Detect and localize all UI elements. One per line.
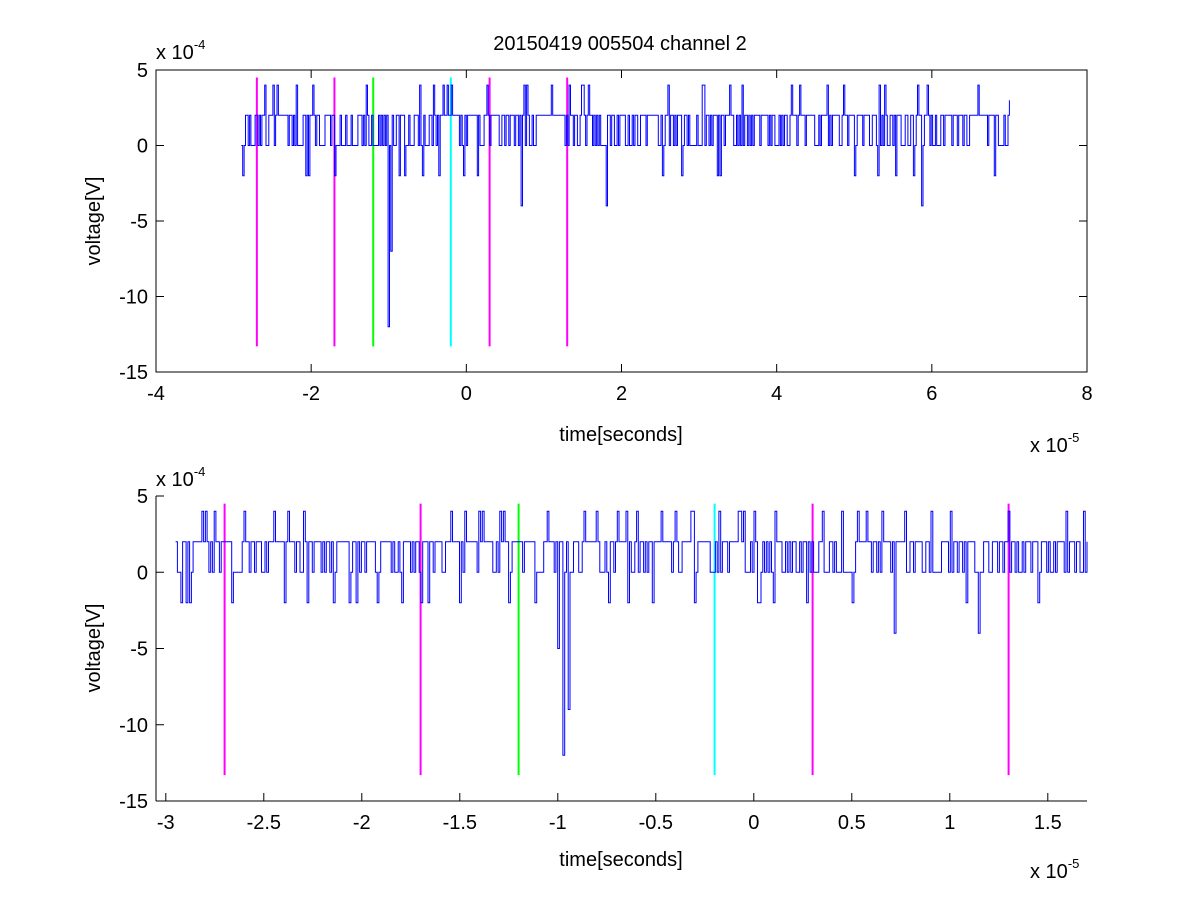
top-ytick-label: -15 (119, 362, 148, 384)
bottom-xtick-label: -2 (353, 812, 371, 834)
top-y-axis-label: voltage[V] (83, 177, 105, 266)
bottom-ytick-label: -15 (119, 791, 148, 813)
top-x-axis-label: time[seconds] (559, 424, 682, 446)
bottom-xtick-label: -2.5 (247, 812, 281, 834)
figure-title: 20150419 005504 channel 2 (493, 33, 747, 55)
bottom-xtick-label: 1.5 (1034, 812, 1062, 834)
top-plot-area (155, 69, 1088, 373)
top-xtick-label: 8 (1081, 383, 1092, 405)
bottom-xtick-label: 0.5 (838, 812, 866, 834)
bottom-xtick-label: 0 (748, 812, 759, 834)
top-xtick-label: 2 (616, 383, 627, 405)
top-xtick-label: 0 (461, 383, 472, 405)
top-ytick-label: 5 (137, 60, 148, 82)
bottom-marker-lines (223, 503, 1010, 776)
bottom-y-multiplier: x 10-4 (156, 464, 205, 491)
bottom-xtick-label: 1 (944, 812, 955, 834)
top-xtick-label: 4 (771, 383, 782, 405)
bottom-x-multiplier: x 10-5 (1030, 856, 1079, 883)
top-ytick-label: 0 (137, 136, 148, 158)
bottom-xtick-label: -0.5 (639, 812, 673, 834)
bottom-ytick-label: -5 (130, 639, 148, 661)
top-y-multiplier: x 10-4 (156, 37, 205, 64)
top-x-multiplier: x 10-5 (1030, 430, 1079, 457)
top-ytick-label: -10 (119, 287, 148, 309)
top-signal-trace (241, 84, 1010, 328)
top-ticks: -4 -2 0 2 4 6 8 -15 -10 -5 0 5 (119, 60, 1092, 405)
bottom-ytick-label: -10 (119, 715, 148, 737)
top-xtick-label: -2 (302, 383, 320, 405)
bottom-axes: -3 -2.5 -2 -1.5 -1 -0.5 0 0.5 1 1.5 -15 -10 -5 0 5 tim… (83, 464, 1088, 883)
bottom-signal-trace (175, 510, 1088, 756)
top-xtick-label: -4 (147, 383, 165, 405)
bottom-xtick-label: -1.5 (443, 812, 477, 834)
top-xtick-label: 6 (926, 383, 937, 405)
bottom-xtick-label: -1 (549, 812, 567, 834)
top-ytick-label: -5 (130, 211, 148, 233)
bottom-plot-area (156, 496, 1087, 801)
bottom-ticks: -3 -2.5 -2 -1.5 -1 -0.5 0 0.5 1 1.5 -15 -10 -5 0 5 (119, 486, 1062, 834)
top-axes: -4 -2 0 2 4 6 8 -15 -10 -5 0 5 time[seconds] voltag… (83, 37, 1093, 457)
bottom-xtick-label: -3 (157, 812, 175, 834)
bottom-x-axis-label: time[seconds] (559, 849, 682, 871)
bottom-y-axis-label: voltage[V] (83, 604, 105, 693)
bottom-ytick-label: 5 (137, 486, 148, 508)
bottom-ytick-label: 0 (137, 562, 148, 584)
